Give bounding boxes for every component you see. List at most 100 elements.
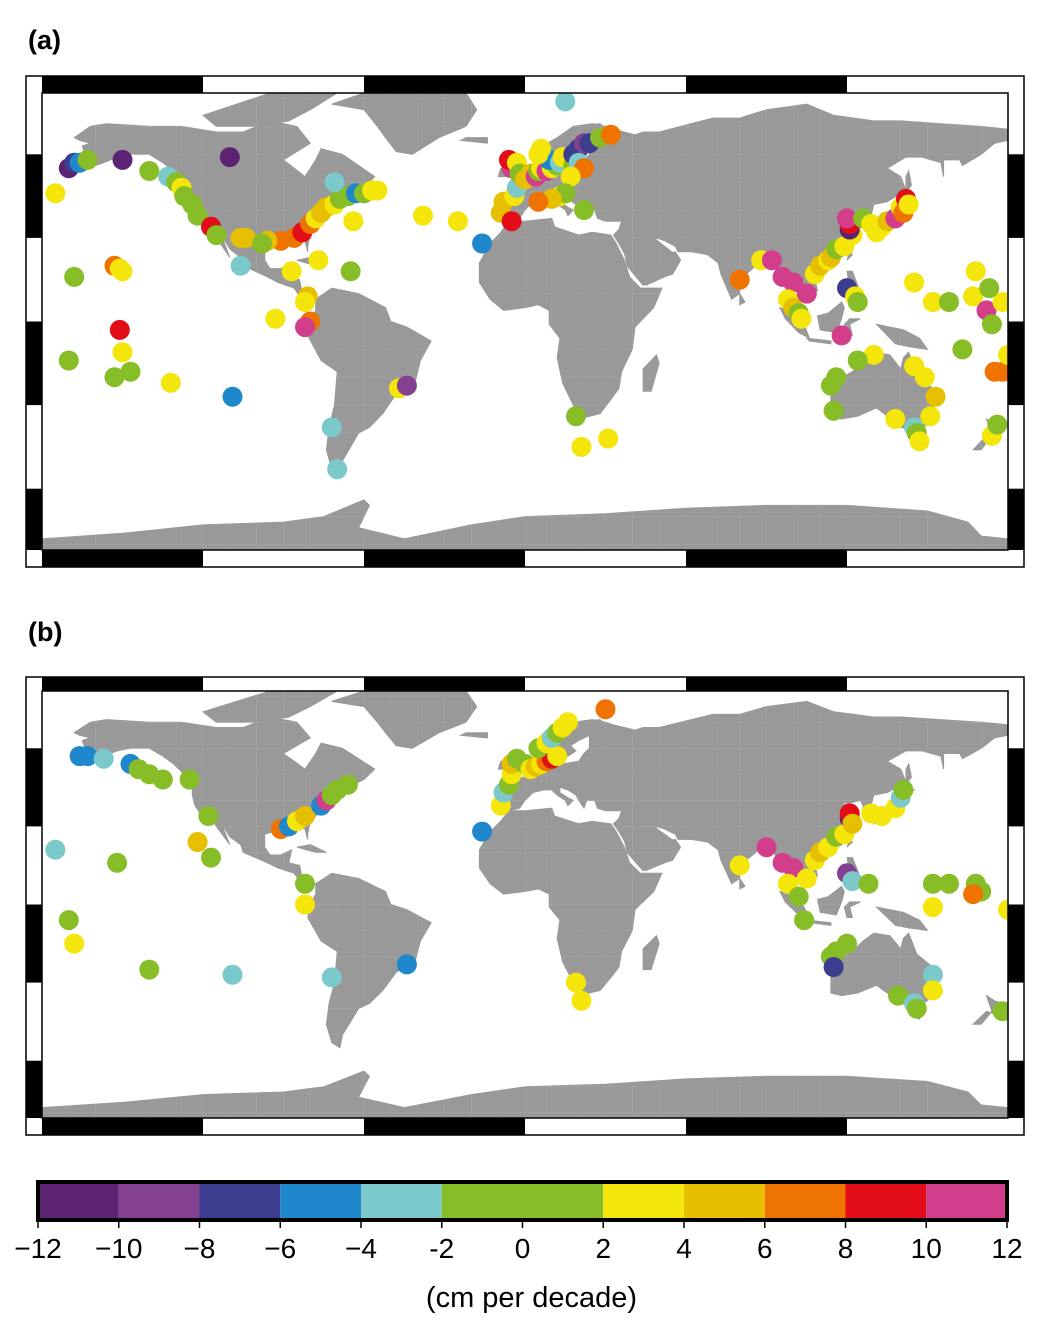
tide-gauge-marker xyxy=(791,308,812,329)
colorbar-swatch xyxy=(361,1182,442,1220)
tide-gauge-marker xyxy=(343,211,364,232)
tide-gauge-marker xyxy=(574,200,594,220)
tide-gauge-marker xyxy=(729,855,750,876)
tide-gauge-marker xyxy=(837,933,857,954)
land-iceland xyxy=(458,137,488,144)
frame-tick-right xyxy=(1008,748,1024,827)
frame-tick-left xyxy=(26,154,42,238)
land-antarctica xyxy=(42,1070,1008,1118)
tide-gauge-marker xyxy=(396,375,417,396)
tide-gauge-marker xyxy=(152,769,173,790)
land-south-america xyxy=(307,872,432,1049)
tide-gauge-marker xyxy=(413,205,433,226)
colorbar-tick-label: 12 xyxy=(991,1233,1022,1264)
tide-gauge-marker xyxy=(219,147,240,168)
tide-gauge-marker xyxy=(120,361,141,382)
tide-gauge-marker xyxy=(557,712,578,733)
tide-gauge-marker xyxy=(598,428,619,449)
frame-tick-bottom xyxy=(42,1118,203,1135)
tide-gauge-marker xyxy=(58,350,79,371)
tide-gauge-marker xyxy=(93,748,114,769)
land-sakhalin xyxy=(905,169,912,195)
colorbar-swatch xyxy=(684,1182,765,1220)
frame-tick-left xyxy=(26,488,42,550)
tide-gauge-marker xyxy=(571,436,592,457)
colorbar-tick-label: 2 xyxy=(595,1233,611,1264)
tide-gauge-marker xyxy=(112,342,133,363)
tide-gauge-marker xyxy=(555,93,576,112)
tide-gauge-marker xyxy=(858,873,879,894)
tide-gauge-marker xyxy=(367,180,388,201)
tide-gauge-marker xyxy=(898,194,919,215)
tide-gauge-marker xyxy=(77,149,98,170)
land-arctic-islands xyxy=(201,93,339,127)
tide-gauge-marker xyxy=(45,183,66,204)
tide-gauge-marker xyxy=(920,406,941,427)
land-sri-lanka xyxy=(739,876,746,890)
land-antarctica xyxy=(42,499,1008,550)
frame-tick-bottom xyxy=(364,550,525,567)
tide-gauge-marker xyxy=(560,166,581,187)
tide-gauge-marker xyxy=(893,779,914,800)
colorbar-tick-label: −10 xyxy=(95,1233,143,1264)
colorbar-swatch xyxy=(603,1182,684,1220)
tide-gauge-marker xyxy=(783,272,804,293)
tide-gauge-marker xyxy=(327,459,348,480)
colorbar-title: (cm per decade) xyxy=(425,1282,638,1314)
tide-gauge-marker xyxy=(295,292,315,312)
tide-gauge-marker xyxy=(201,847,221,868)
tide-gauge-marker xyxy=(187,832,208,852)
tide-gauge-marker xyxy=(796,868,817,889)
tide-gauge-marker xyxy=(756,837,777,858)
tide-gauge-marker xyxy=(321,967,342,988)
tide-gauge-marker xyxy=(783,858,804,878)
tide-gauge-marker xyxy=(265,308,286,329)
tide-gauge-marker xyxy=(104,367,125,388)
land-new-guinea xyxy=(874,323,929,351)
tide-gauge-marker xyxy=(837,208,857,229)
frame-tick-left xyxy=(26,904,42,983)
tide-gauge-marker xyxy=(531,138,552,159)
land-africa xyxy=(478,217,663,420)
tide-gauge-marker xyxy=(922,897,943,918)
tide-gauge-marker xyxy=(295,894,315,915)
land-iceland xyxy=(458,732,488,739)
tide-gauge-marker xyxy=(308,250,329,271)
tide-gauge-marker xyxy=(295,806,315,826)
tide-gauge-marker xyxy=(595,699,616,720)
tide-gauge-marker xyxy=(222,964,243,985)
tide-gauge-marker xyxy=(794,910,815,931)
land-north-america xyxy=(73,120,376,303)
tide-gauge-marker xyxy=(235,227,256,248)
tide-gauge-marker xyxy=(998,899,1008,920)
panel-b-label: (b) xyxy=(28,617,63,647)
tide-gauge-marker xyxy=(230,255,251,276)
tide-gauge-marker xyxy=(337,774,358,795)
land-java xyxy=(805,337,832,345)
tide-gauge-marker xyxy=(998,344,1008,365)
tide-gauge-marker xyxy=(501,211,522,232)
tide-gauge-marker xyxy=(963,884,984,905)
tide-gauge-marker xyxy=(324,172,345,193)
frame-tick-right xyxy=(1008,1060,1024,1118)
land-madagascar xyxy=(642,934,660,971)
map-panel-a xyxy=(25,75,1025,568)
frame-tick-right xyxy=(1008,154,1024,238)
frame-tick-top xyxy=(364,76,525,93)
tide-gauge-marker xyxy=(939,292,959,312)
tide-gauge-marker xyxy=(904,356,925,377)
tide-gauge-marker xyxy=(831,325,852,346)
land-sri-lanka xyxy=(739,291,746,306)
land-arabia-fill xyxy=(620,825,676,872)
tide-gauge-marker xyxy=(863,344,884,365)
tide-gauge-marker xyxy=(222,386,243,407)
tide-gauge-marker xyxy=(252,233,272,254)
land-greenland xyxy=(331,691,478,749)
tide-gauge-marker xyxy=(139,959,160,980)
tide-gauge-marker xyxy=(904,272,925,293)
tide-gauge-marker xyxy=(925,386,946,407)
frame-tick-top xyxy=(686,677,847,691)
tide-gauge-marker xyxy=(447,211,468,232)
tide-gauge-marker xyxy=(396,954,417,975)
tide-gauge-marker xyxy=(984,361,1005,382)
